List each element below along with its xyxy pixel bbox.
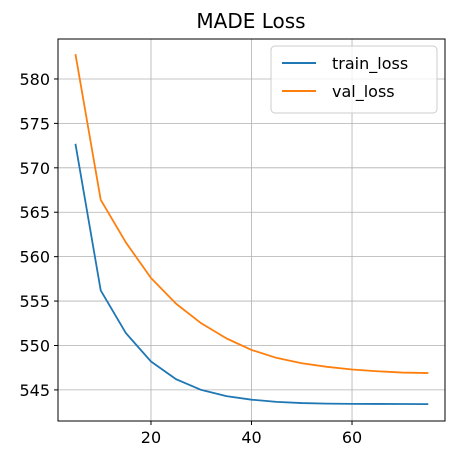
y-tick-label: 575 [19, 114, 50, 133]
y-tick-label: 580 [19, 70, 50, 89]
chart-title: MADE Loss [196, 9, 305, 33]
y-tick-label: 560 [19, 248, 50, 267]
y-tick-label: 570 [19, 159, 50, 178]
series-line-val_loss [74, 53, 429, 374]
x-tick-label: 20 [141, 428, 161, 447]
ticks: 20 40 60 545 550 555 560 565 570 575 580 [19, 70, 362, 447]
legend-label-val_loss: val_loss [332, 82, 395, 102]
legend: train_loss val_loss [270, 45, 438, 114]
x-tick-label: 60 [342, 428, 362, 447]
y-tick-label: 555 [19, 292, 50, 311]
y-tick-label: 565 [19, 203, 50, 222]
x-tick-label: 40 [241, 428, 261, 447]
y-tick-label: 550 [19, 336, 50, 355]
legend-label-train_loss: train_loss [332, 54, 408, 74]
y-tick-label: 545 [19, 381, 50, 400]
series-layer [74, 53, 429, 406]
series-line-train_loss [74, 143, 429, 406]
